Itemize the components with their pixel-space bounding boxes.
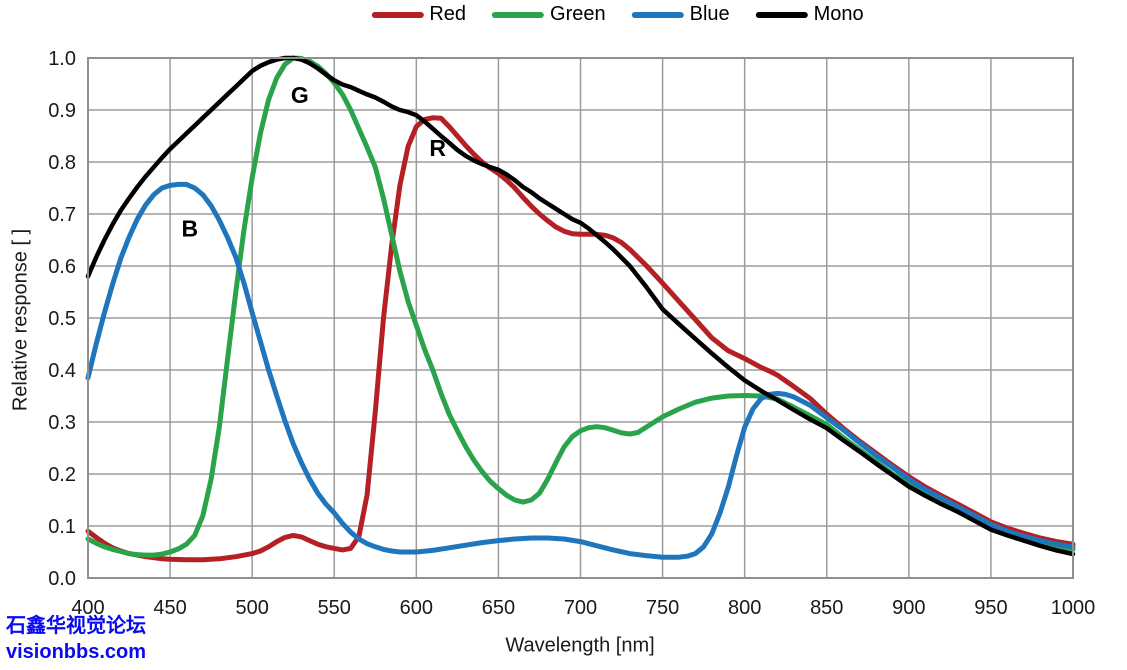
x-tick-label: 550 [318, 597, 351, 619]
legend: Red Green Blue Mono [371, 3, 864, 26]
y-tick-label: 0.5 [48, 308, 76, 330]
legend-item-red: Red [371, 3, 466, 26]
series-green-curve [85, 55, 1076, 558]
x-tick-label: 450 [153, 597, 186, 619]
y-tick-label: 0.0 [48, 568, 76, 590]
x-tick-label: 900 [892, 597, 925, 619]
y-tick-label: 0.6 [48, 256, 76, 278]
y-tick-label: 0.9 [48, 100, 76, 122]
y-tick-label: 0.1 [48, 516, 76, 538]
y-tick-label: 0.7 [48, 204, 76, 226]
x-tick-label: 500 [235, 597, 268, 619]
curve-label-g: G [291, 82, 309, 108]
legend-swatch-mono [755, 11, 808, 18]
y-axis-title: Relative response [ ] [9, 228, 32, 412]
y-tick-label: 0.8 [48, 152, 76, 174]
series-mono-curve [85, 55, 1076, 557]
plot-border [87, 57, 1074, 579]
y-tick-label: 0.4 [48, 360, 76, 382]
y-tick-label: 0.3 [48, 412, 76, 434]
x-tick-label: 950 [974, 597, 1007, 619]
watermark-forum-name: 石鑫华视觉论坛 [6, 615, 146, 637]
legend-swatch-red [371, 11, 424, 18]
x-tick-label: 600 [400, 597, 433, 619]
curve-label-b: B [181, 216, 198, 242]
watermark: 石鑫华视觉论坛 visionbbs.com [6, 613, 146, 665]
legend-swatch-blue [631, 11, 684, 18]
series-blue-curve [85, 181, 1076, 560]
curve-label-r: R [429, 135, 446, 161]
y-tick-label: 0.2 [48, 464, 76, 486]
x-tick-label: 400 [71, 597, 104, 619]
x-tick-label: 750 [646, 597, 679, 619]
x-tick-label: 700 [564, 597, 597, 619]
watermark-site-url: visionbbs.com [6, 641, 147, 663]
x-tick-label: 800 [728, 597, 761, 619]
legend-label: Green [550, 3, 606, 25]
x-tick-label: 1000 [1051, 597, 1096, 619]
legend-label: Blue [689, 3, 730, 25]
x-tick-label: 650 [482, 597, 515, 619]
y-tick-label: 1.0 [48, 48, 76, 70]
legend-item-blue: Blue [631, 3, 730, 26]
legend-item-mono: Mono [755, 3, 864, 26]
legend-label: Red [429, 3, 467, 25]
x-tick-label: 850 [810, 597, 843, 619]
legend-swatch-green [492, 11, 545, 18]
x-axis-title: Wavelength [nm] [505, 634, 655, 657]
legend-item-green: Green [492, 3, 606, 26]
legend-label: Mono [813, 3, 864, 25]
